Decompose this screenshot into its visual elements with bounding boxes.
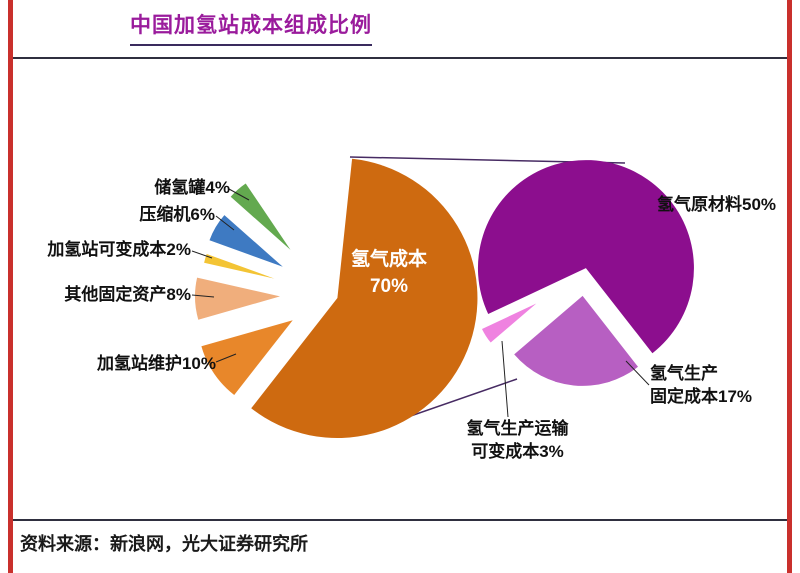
pie-slice-hydrogen-tank bbox=[230, 183, 291, 250]
label-hydrogen-tank: 储氢罐4% bbox=[154, 178, 230, 197]
label-raw-material: 氢气原材料50% bbox=[657, 195, 777, 214]
pie-slice-station-variable-cost bbox=[204, 254, 275, 279]
label-leader-line bbox=[228, 188, 250, 201]
pie-slice-transport-variable-cost bbox=[482, 303, 537, 343]
left-red-border bbox=[8, 0, 13, 573]
pie-slice-station-maintenance bbox=[201, 320, 293, 395]
label-station-variable-cost: 加氢站可变成本2% bbox=[47, 240, 191, 259]
production-fixed-line1: 氢气生产 bbox=[650, 364, 718, 383]
source-note: 资料来源：新浪网，光大证券研究所 bbox=[20, 534, 308, 554]
pie-slice-hydrogen-cost bbox=[251, 158, 478, 439]
label-leader-line bbox=[625, 360, 650, 386]
pie-slice-other-fixed-assets bbox=[195, 277, 280, 320]
label-production-fixed-cost: 氢气生产 固定成本17% bbox=[650, 363, 752, 409]
label-leader-line bbox=[215, 353, 237, 363]
label-leader-line bbox=[191, 294, 215, 298]
label-leader-line bbox=[215, 215, 235, 231]
pie-slice-raw-material bbox=[477, 160, 694, 354]
bottom-divider bbox=[13, 519, 787, 521]
hydrogen-cost-name: 氢气成本 bbox=[350, 249, 427, 270]
production-fixed-line2: 固定成本17% bbox=[650, 386, 753, 406]
label-hydrogen-cost: 氢气成本 70% bbox=[330, 247, 448, 300]
right-red-border bbox=[787, 0, 792, 573]
top-divider bbox=[13, 57, 787, 59]
transport-line2: 可变成本3% bbox=[471, 441, 564, 461]
pie-slice-production-fixed-cost bbox=[514, 295, 638, 386]
label-other-fixed-assets: 其他固定资产8% bbox=[64, 285, 191, 304]
label-station-maintenance: 加氢站维护10% bbox=[96, 354, 216, 373]
transport-line1: 氢气生产运输 bbox=[466, 419, 569, 438]
label-leader-line bbox=[191, 250, 213, 259]
hydrogen-cost-pct: 70% bbox=[369, 275, 409, 297]
pie-slice-compressor bbox=[209, 215, 283, 267]
label-transport-variable-cost: 氢气生产运输 可变成本3% bbox=[460, 418, 575, 464]
label-compressor: 压缩机6% bbox=[139, 205, 215, 224]
chart-title: 中国加氢站成本组成比例 bbox=[130, 9, 372, 46]
label-leader-line bbox=[501, 340, 509, 418]
